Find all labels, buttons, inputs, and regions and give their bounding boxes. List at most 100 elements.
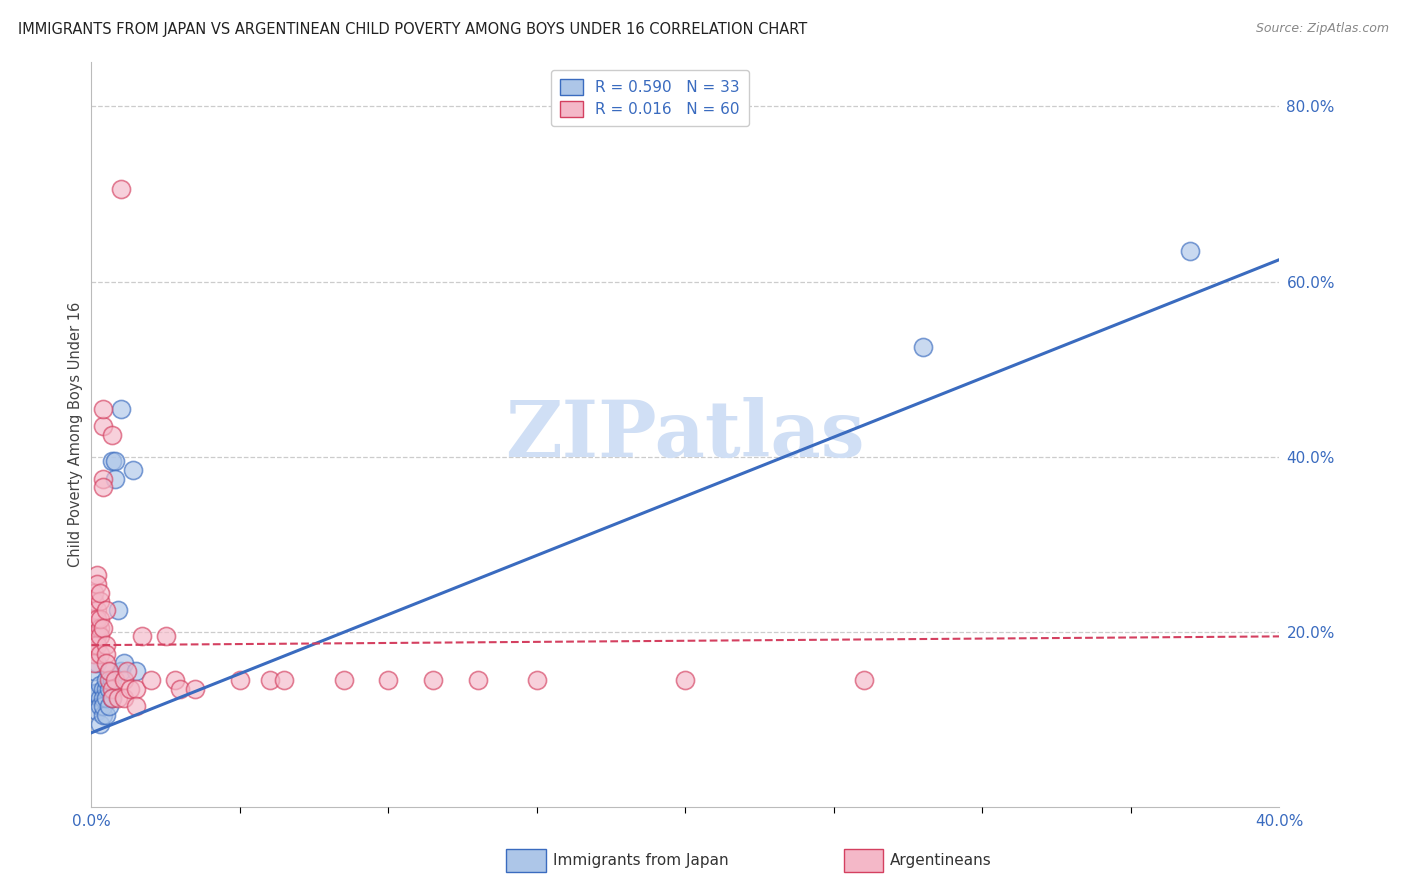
Point: [86, 638, 108, 652]
Point: [83, 585, 105, 599]
Point: [104, 673, 127, 688]
Point: [86, 568, 108, 582]
Point: [110, 182, 132, 196]
Point: [110, 401, 132, 416]
Point: [107, 690, 129, 705]
Point: [96, 708, 118, 723]
Point: [89, 677, 111, 691]
Point: [83, 686, 105, 700]
Point: [86, 656, 108, 670]
Point: [107, 603, 129, 617]
Point: [91, 419, 114, 434]
Point: [96, 656, 118, 670]
Point: [163, 673, 186, 688]
Point: [101, 690, 124, 705]
Point: [96, 673, 118, 688]
Point: [155, 629, 177, 643]
Point: [112, 673, 135, 688]
Point: [89, 699, 111, 714]
Point: [89, 585, 111, 599]
Point: [98, 665, 121, 679]
Point: [89, 647, 111, 661]
Point: [83, 629, 105, 643]
Point: [122, 463, 145, 477]
Legend: R = 0.590   N = 33, R = 0.016   N = 60: R = 0.590 N = 33, R = 0.016 N = 60: [551, 70, 749, 127]
Point: [83, 665, 105, 679]
Point: [1180, 244, 1202, 258]
Point: [852, 673, 875, 688]
Point: [91, 699, 114, 714]
Point: [96, 647, 118, 661]
Point: [125, 665, 148, 679]
Text: Argentineans: Argentineans: [890, 854, 991, 868]
Point: [110, 665, 132, 679]
Point: [89, 717, 111, 731]
Point: [91, 681, 114, 696]
Point: [86, 704, 108, 718]
Point: [101, 681, 124, 696]
Point: [98, 665, 121, 679]
Point: [673, 673, 696, 688]
Point: [526, 673, 548, 688]
Point: [96, 690, 118, 705]
Point: [101, 428, 124, 442]
Point: [91, 480, 114, 494]
Point: [89, 621, 111, 635]
Point: [91, 472, 114, 486]
Point: [125, 699, 148, 714]
Point: [91, 621, 114, 635]
Point: [377, 673, 399, 688]
Point: [98, 673, 121, 688]
Point: [86, 686, 108, 700]
Point: [91, 708, 114, 723]
Point: [911, 340, 934, 354]
Point: [89, 594, 111, 608]
Point: [104, 472, 127, 486]
Point: [131, 629, 153, 643]
Point: [91, 690, 114, 705]
Point: [101, 454, 124, 468]
Point: [86, 629, 108, 643]
Point: [86, 577, 108, 591]
Point: [89, 612, 111, 626]
Point: [115, 665, 138, 679]
Point: [112, 690, 135, 705]
Point: [83, 594, 105, 608]
Point: [229, 673, 252, 688]
Point: [112, 656, 135, 670]
Point: [86, 612, 108, 626]
Point: [184, 681, 207, 696]
Point: [101, 690, 124, 705]
Point: [169, 681, 191, 696]
Point: [118, 681, 141, 696]
Point: [333, 673, 356, 688]
Point: [96, 603, 118, 617]
Point: [83, 621, 105, 635]
Point: [86, 621, 108, 635]
Text: Immigrants from Japan: Immigrants from Japan: [553, 854, 728, 868]
Point: [91, 401, 114, 416]
Point: [83, 638, 105, 652]
Point: [422, 673, 444, 688]
Point: [83, 612, 105, 626]
Point: [83, 656, 105, 670]
Point: [273, 673, 295, 688]
Text: ZIPatlas: ZIPatlas: [506, 397, 865, 473]
Point: [467, 673, 489, 688]
Point: [86, 603, 108, 617]
Point: [104, 454, 127, 468]
Point: [101, 673, 124, 688]
Y-axis label: Child Poverty Among Boys Under 16: Child Poverty Among Boys Under 16: [67, 302, 83, 567]
Point: [89, 690, 111, 705]
Point: [83, 647, 105, 661]
Point: [89, 629, 111, 643]
Point: [259, 673, 281, 688]
Point: [98, 681, 121, 696]
Text: Source: ZipAtlas.com: Source: ZipAtlas.com: [1256, 22, 1389, 36]
Point: [96, 638, 118, 652]
Point: [96, 681, 118, 696]
Point: [139, 673, 162, 688]
Point: [98, 699, 121, 714]
Point: [125, 681, 148, 696]
Text: IMMIGRANTS FROM JAPAN VS ARGENTINEAN CHILD POVERTY AMONG BOYS UNDER 16 CORRELATI: IMMIGRANTS FROM JAPAN VS ARGENTINEAN CHI…: [18, 22, 807, 37]
